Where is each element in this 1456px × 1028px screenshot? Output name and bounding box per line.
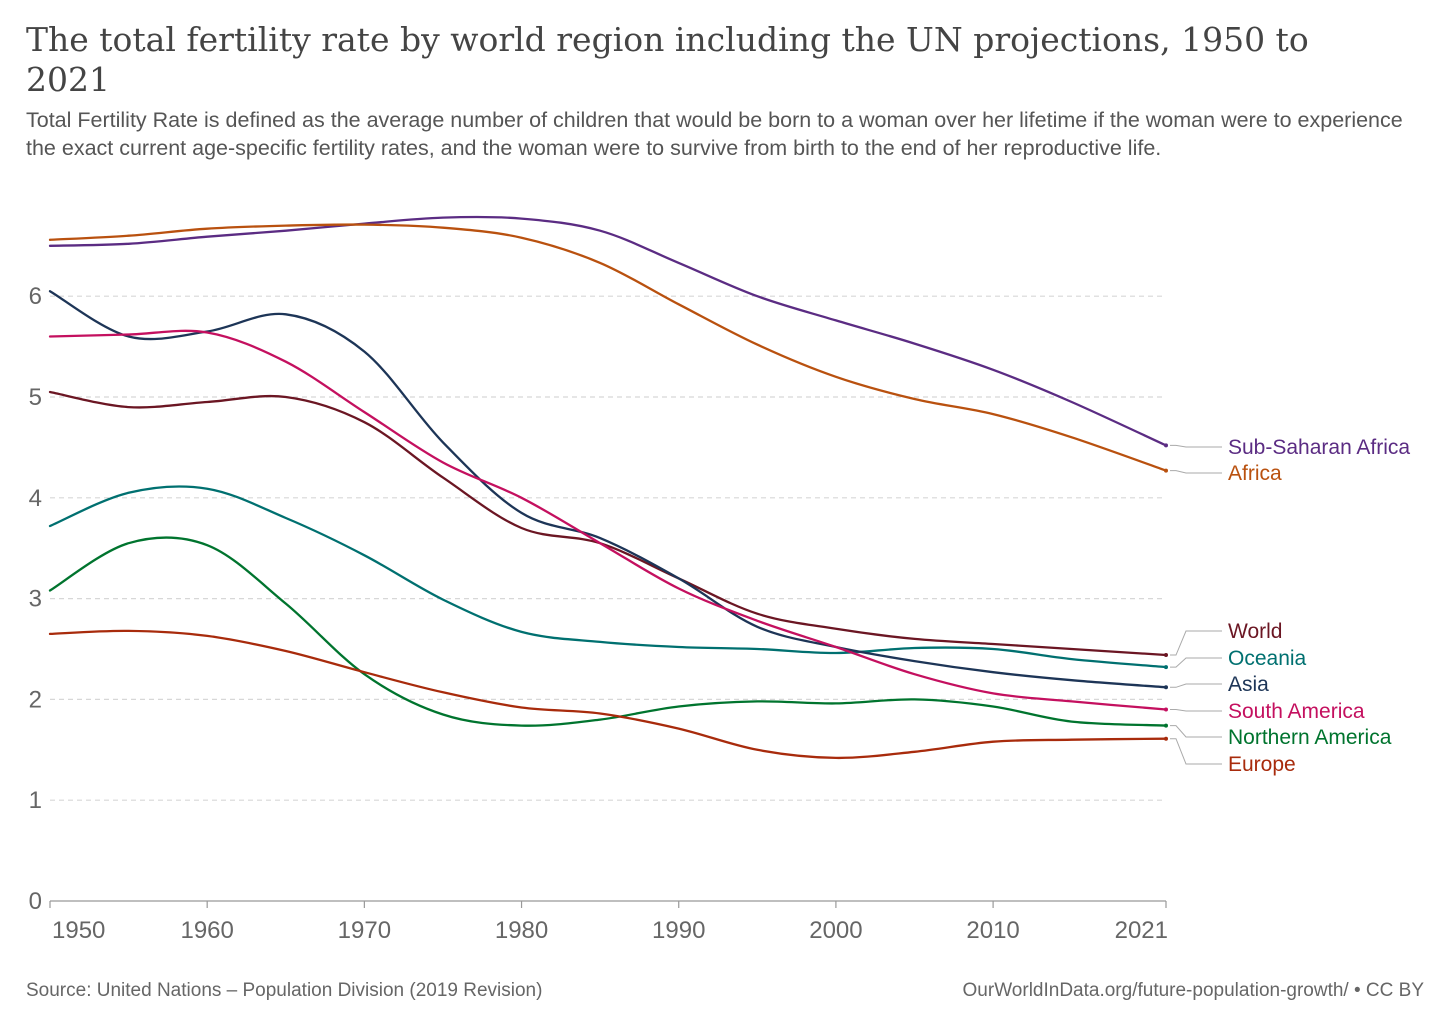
y-tick-label: 1 — [29, 787, 42, 814]
series-end-dot — [1164, 707, 1168, 712]
credit-link[interactable]: OurWorldInData.org/future-population-gro… — [962, 980, 1424, 1001]
x-tick-label: 2010 — [966, 917, 1019, 944]
legend-connector — [1170, 630, 1222, 656]
legend-connector — [1170, 683, 1222, 688]
series-end-dot — [1164, 723, 1168, 728]
legend-label-oceania: Oceania — [1228, 647, 1307, 670]
chart-title: The total fertility rate by world region… — [26, 20, 1309, 99]
y-tick-label: 6 — [29, 283, 42, 310]
legend-label-northern-america: Northern America — [1228, 726, 1392, 749]
series-line-sub-saharan-africa — [48, 215, 1168, 447]
series-line-south-america — [48, 329, 1168, 711]
grid-lines — [50, 295, 1166, 801]
series-line-northern-america — [48, 536, 1168, 727]
series-line-oceania — [48, 485, 1168, 669]
legend-connector — [1170, 738, 1222, 765]
series-end-dot — [1164, 653, 1168, 658]
x-tick-label: 2021 — [1115, 917, 1168, 944]
x-tick-label: 1990 — [652, 917, 705, 944]
series-lines — [48, 215, 1168, 760]
x-tick-label: 1960 — [180, 917, 233, 944]
series-line-europe — [48, 629, 1168, 760]
legend-connector — [1170, 725, 1222, 738]
legend-label-sub-saharan-africa: Sub-Saharan Africa — [1228, 436, 1410, 459]
legend-connector — [1170, 708, 1222, 712]
series-end-dot — [1164, 685, 1168, 690]
legend-connector — [1170, 444, 1222, 448]
legend-label-asia: Asia — [1228, 673, 1269, 696]
source-note: Source: United Nations – Population Divi… — [26, 980, 543, 1001]
y-tick-label: 0 — [29, 888, 42, 915]
legend-connector — [1170, 657, 1222, 668]
legend-label-europe: Europe — [1228, 753, 1296, 776]
x-tick-label: 2000 — [809, 917, 862, 944]
series-end-dot — [1164, 443, 1168, 448]
legend-label-south-america: South America — [1228, 700, 1365, 723]
series-end-dot — [1164, 736, 1168, 741]
legend-label-world: World — [1228, 620, 1282, 643]
legend: Sub-Saharan Africa Africa World Oceania Asia… — [1170, 436, 1410, 776]
series-line-africa — [48, 223, 1168, 472]
y-tick-label: 5 — [29, 384, 42, 411]
y-tick-label: 3 — [29, 586, 42, 613]
x-tick-label: 1950 — [52, 917, 105, 944]
axes: 0 1 2 3 4 5 6 1950 1960 1970 1980 1990 2000 2010 2021 — [29, 283, 1168, 944]
series-end-dot — [1164, 665, 1168, 670]
y-tick-label: 2 — [29, 686, 42, 713]
legend-label-africa: Africa — [1228, 462, 1282, 485]
series-end-dot — [1164, 468, 1168, 473]
x-tick-label: 1970 — [338, 917, 391, 944]
chart-subtitle: Total Fertility Rate is defined as the a… — [26, 108, 1403, 160]
x-tick-label: 1980 — [495, 917, 548, 944]
series-line-asia — [48, 290, 1168, 689]
legend-connector — [1170, 470, 1222, 474]
y-tick-label: 4 — [29, 485, 42, 512]
series-line-world — [48, 390, 1168, 657]
